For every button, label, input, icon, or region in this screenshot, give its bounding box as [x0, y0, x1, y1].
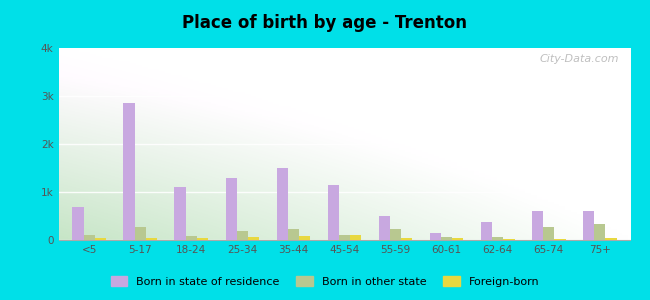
Bar	[583, 211, 594, 240]
Bar	[146, 238, 157, 240]
Bar	[328, 185, 339, 240]
Bar	[594, 224, 606, 240]
Bar	[430, 233, 441, 240]
Bar	[554, 238, 565, 240]
Bar	[277, 168, 288, 240]
Bar	[299, 236, 310, 240]
Legend: Born in state of residence, Born in other state, Foreign-born: Born in state of residence, Born in othe…	[106, 272, 544, 291]
Bar	[248, 237, 259, 240]
Bar	[532, 211, 543, 240]
Bar	[441, 237, 452, 240]
Bar	[401, 238, 412, 240]
Bar	[390, 230, 401, 240]
Bar	[503, 238, 515, 240]
Bar	[481, 222, 492, 240]
Bar	[606, 238, 617, 240]
Bar	[72, 207, 83, 240]
Bar	[197, 238, 208, 240]
Bar	[492, 237, 503, 240]
Bar	[124, 103, 135, 240]
Bar	[174, 187, 186, 240]
Bar	[543, 226, 554, 240]
Bar	[186, 236, 197, 240]
Bar	[237, 231, 248, 240]
Bar	[135, 226, 146, 240]
Bar	[339, 235, 350, 240]
Text: City-Data.com: City-Data.com	[540, 54, 619, 64]
Bar	[288, 229, 299, 240]
Text: Place of birth by age - Trenton: Place of birth by age - Trenton	[183, 14, 467, 32]
Bar	[379, 216, 390, 240]
Bar	[83, 235, 95, 240]
Bar	[452, 238, 463, 240]
Bar	[350, 235, 361, 240]
Bar	[226, 178, 237, 240]
Bar	[95, 238, 106, 240]
